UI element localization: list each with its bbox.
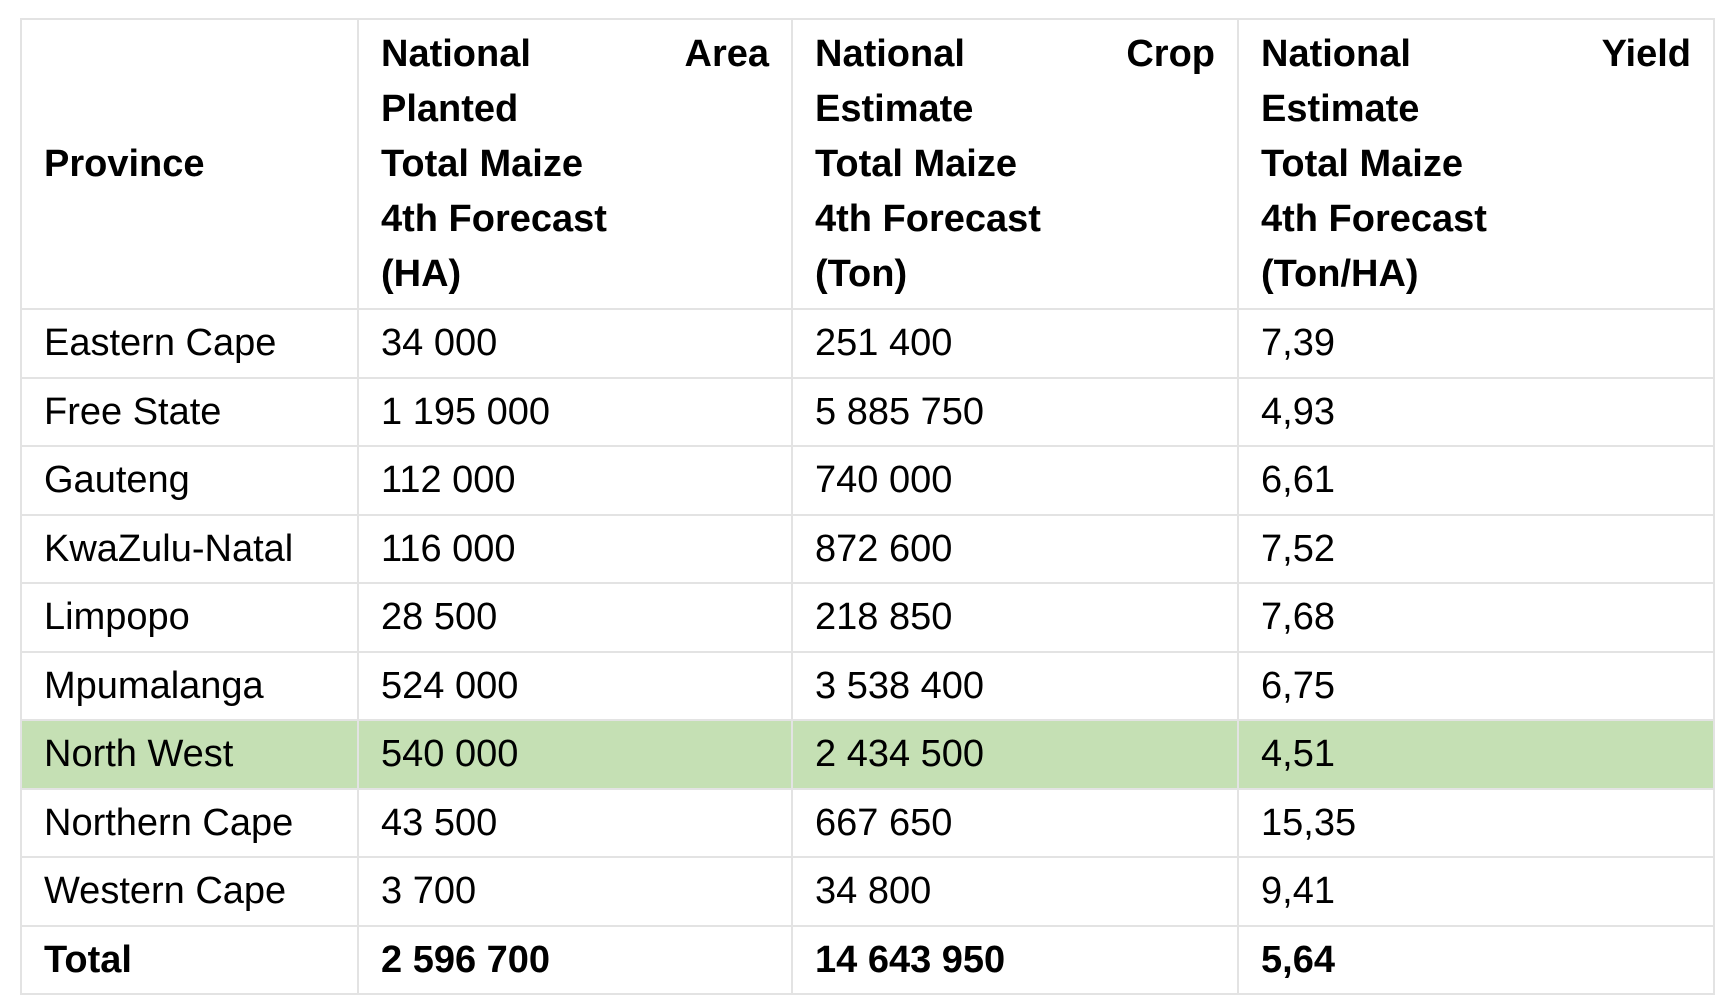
header-yield-line1-right: Yield xyxy=(1601,32,1691,75)
cell-area: 540 000 xyxy=(357,719,793,790)
header-province-label: Province xyxy=(44,142,205,185)
cell-yield: 15,35 xyxy=(1237,787,1715,858)
cell-yield: 4,51 xyxy=(1237,719,1715,790)
table-total-row: Total 2 596 700 14 643 950 5,64 xyxy=(20,924,1715,995)
cell-area: 3 700 xyxy=(357,856,793,927)
cell-area: 28 500 xyxy=(357,582,793,653)
header-crop-line1: National Crop xyxy=(815,27,1215,82)
table-row: Limpopo 28 500 218 850 7,68 xyxy=(20,582,1715,653)
cell-yield: 9,41 xyxy=(1237,856,1715,927)
total-label: Total xyxy=(20,924,359,995)
cell-crop: 2 434 500 xyxy=(791,719,1239,790)
header-yield-line1-left: National xyxy=(1261,32,1411,75)
header-crop-line3: Total Maize xyxy=(815,142,1017,185)
header-area-line2: Planted xyxy=(381,87,519,130)
cell-yield: 7,39 xyxy=(1237,308,1715,379)
cell-yield: 7,52 xyxy=(1237,513,1715,584)
cell-crop: 5 885 750 xyxy=(791,376,1239,447)
cell-province: Mpumalanga xyxy=(20,650,359,721)
cell-crop: 34 800 xyxy=(791,856,1239,927)
cell-crop: 740 000 xyxy=(791,445,1239,516)
header-crop-line5: (Ton) xyxy=(815,252,908,295)
cell-province: Western Cape xyxy=(20,856,359,927)
cell-area: 34 000 xyxy=(357,308,793,379)
header-yield-line4: 4th Forecast xyxy=(1261,197,1487,240)
table-row: Western Cape 3 700 34 800 9,41 xyxy=(20,856,1715,927)
header-yield-line2: Estimate xyxy=(1261,87,1420,130)
cell-yield: 6,75 xyxy=(1237,650,1715,721)
maize-forecast-table: Province National Area Planted Total Mai… xyxy=(20,18,1715,995)
header-crop-line4: 4th Forecast xyxy=(815,197,1041,240)
table-header: Province National Area Planted Total Mai… xyxy=(20,18,1715,310)
cell-area: 524 000 xyxy=(357,650,793,721)
cell-crop: 667 650 xyxy=(791,787,1239,858)
header-area-line1-right: Area xyxy=(684,32,770,75)
header-row: Province National Area Planted Total Mai… xyxy=(20,18,1715,310)
header-crop-line1-right: Crop xyxy=(1126,32,1215,75)
table-row: Northern Cape 43 500 667 650 15,35 xyxy=(20,787,1715,858)
cell-province: Limpopo xyxy=(20,582,359,653)
header-area-line3: Total Maize xyxy=(381,142,583,185)
table-row: Free State 1 195 000 5 885 750 4,93 xyxy=(20,376,1715,447)
cell-crop: 251 400 xyxy=(791,308,1239,379)
cell-yield: 4,93 xyxy=(1237,376,1715,447)
header-province: Province xyxy=(20,18,359,310)
cell-area: 1 195 000 xyxy=(357,376,793,447)
total-area: 2 596 700 xyxy=(357,924,793,995)
cell-province: KwaZulu-Natal xyxy=(20,513,359,584)
cell-area: 43 500 xyxy=(357,787,793,858)
cell-yield: 6,61 xyxy=(1237,445,1715,516)
total-yield: 5,64 xyxy=(1237,924,1715,995)
cell-area: 116 000 xyxy=(357,513,793,584)
cell-yield: 7,68 xyxy=(1237,582,1715,653)
cell-crop: 218 850 xyxy=(791,582,1239,653)
header-area-line4: 4th Forecast xyxy=(381,197,607,240)
total-crop: 14 643 950 xyxy=(791,924,1239,995)
table-row: Gauteng 112 000 740 000 6,61 xyxy=(20,445,1715,516)
cell-province: Eastern Cape xyxy=(20,308,359,379)
cell-province: North West xyxy=(20,719,359,790)
header-crop-line1-left: National xyxy=(815,32,965,75)
table-row: Mpumalanga 524 000 3 538 400 6,75 xyxy=(20,650,1715,721)
cell-crop: 3 538 400 xyxy=(791,650,1239,721)
header-yield-line1: National Yield xyxy=(1261,27,1691,82)
header-area-line1-left: National xyxy=(381,32,531,75)
header-crop-line2: Estimate xyxy=(815,87,974,130)
header-yield-line3: Total Maize xyxy=(1261,142,1463,185)
cell-area: 112 000 xyxy=(357,445,793,516)
cell-crop: 872 600 xyxy=(791,513,1239,584)
header-area-line5: (HA) xyxy=(381,252,462,295)
table-row: Eastern Cape 34 000 251 400 7,39 xyxy=(20,308,1715,379)
cell-province: Gauteng xyxy=(20,445,359,516)
header-yield-line5: (Ton/HA) xyxy=(1261,252,1419,295)
header-yield-estimate: National Yield Estimate Total Maize 4th … xyxy=(1237,18,1715,310)
header-area-planted: National Area Planted Total Maize 4th Fo… xyxy=(357,18,793,310)
header-crop-estimate: National Crop Estimate Total Maize 4th F… xyxy=(791,18,1239,310)
table-body: Eastern Cape 34 000 251 400 7,39 Free St… xyxy=(20,308,1715,995)
cell-province: Free State xyxy=(20,376,359,447)
table-row-highlighted: North West 540 000 2 434 500 4,51 xyxy=(20,719,1715,790)
table-row: KwaZulu-Natal 116 000 872 600 7,52 xyxy=(20,513,1715,584)
cell-province: Northern Cape xyxy=(20,787,359,858)
header-area-line1: National Area xyxy=(381,27,769,82)
